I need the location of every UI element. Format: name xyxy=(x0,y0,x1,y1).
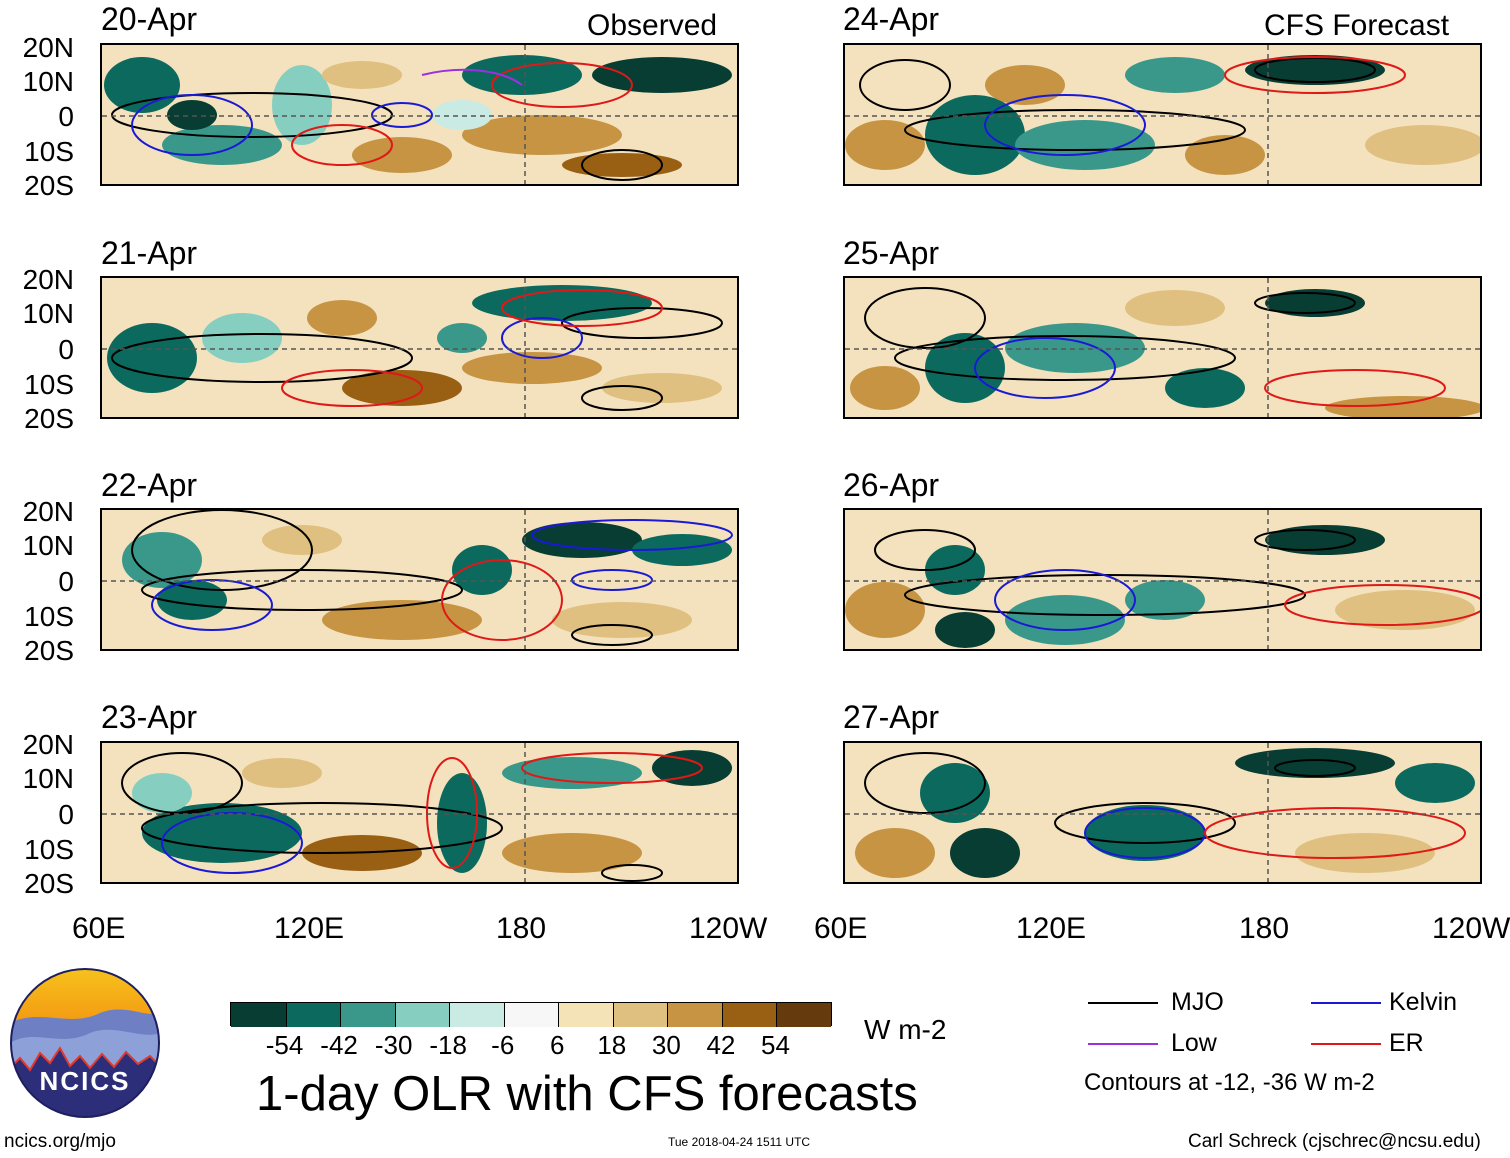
legend-contour-note: Contours at -12, -36 W m-2 xyxy=(1084,1069,1375,1096)
ncics-logo: NCICS xyxy=(10,968,160,1118)
colorbar-segment xyxy=(503,1003,559,1027)
colorbar-tick-label: -6 xyxy=(491,1030,515,1060)
colorbar-segment xyxy=(449,1003,504,1027)
lon-label-120w: 120W xyxy=(689,912,768,945)
colorbar-segment xyxy=(558,1003,613,1027)
colorbar-tick-label: 54 xyxy=(760,1030,790,1060)
map-panel-observed-2 xyxy=(100,276,739,419)
colorbar-tick-label: 30 xyxy=(651,1030,681,1060)
forecast-title: CFS Forecast xyxy=(1264,9,1450,42)
colorbar-tick-label: -18 xyxy=(429,1030,467,1060)
colorbar-segment xyxy=(340,1003,395,1027)
lat-label: 10S xyxy=(24,601,74,632)
panel-date-observed-1: 20-Apr xyxy=(101,1,198,37)
colorbar-tick-label: 6 xyxy=(550,1030,565,1060)
footer-url[interactable]: ncics.org/mjo xyxy=(4,1131,116,1152)
colorbar-segment xyxy=(667,1003,722,1027)
observed-title: Observed xyxy=(587,9,718,42)
lat-label: 20S xyxy=(24,635,74,666)
main-title: 1-day OLR with CFS forecasts xyxy=(256,1067,918,1121)
lat-label: 0 xyxy=(58,566,74,597)
ncics-logo-text: NCICS xyxy=(39,1066,131,1096)
lat-label: 10N xyxy=(22,298,74,329)
map-panel-observed-1 xyxy=(100,43,739,186)
lon-label-120e: 120E xyxy=(274,912,345,945)
panel-date-forecast-4: 27-Apr xyxy=(843,699,940,735)
colorbar-labels: -54 -42 -30 -18 -6 6 18 30 42 54 xyxy=(230,1032,832,1062)
colorbar-segment xyxy=(231,1003,286,1027)
lat-label: 20N xyxy=(22,32,74,63)
map-panel-observed-4 xyxy=(100,741,739,884)
panel-date-forecast-1: 24-Apr xyxy=(843,1,940,37)
lat-label: 20N xyxy=(22,729,74,760)
panel-date-forecast-2: 25-Apr xyxy=(843,235,940,271)
map-panel-forecast-3 xyxy=(843,508,1482,651)
colorbar-units: W m-2 xyxy=(864,1014,947,1045)
colorbar-tick-label: -54 xyxy=(265,1030,304,1060)
lat-label: 0 xyxy=(58,101,74,132)
lat-label: 10S xyxy=(24,369,74,400)
colorbar-segment xyxy=(612,1003,668,1027)
colorbar-segment xyxy=(776,1003,831,1027)
lon-label-120e: 120E xyxy=(1016,912,1087,945)
legend-mjo-line xyxy=(1088,1002,1158,1004)
lat-label: 10S xyxy=(24,834,74,865)
lat-label: 20S xyxy=(24,170,74,201)
legend-low-label: Low xyxy=(1171,1029,1217,1057)
lon-label-60e: 60E xyxy=(72,912,126,945)
colorbar xyxy=(230,1002,832,1027)
colorbar-segment xyxy=(721,1003,777,1027)
panel-date-observed-4: 23-Apr xyxy=(101,699,198,735)
footer-credit: Carl Schreck (cjschrec@ncsu.edu) xyxy=(1188,1131,1481,1152)
map-panel-forecast-2 xyxy=(843,276,1482,419)
legend-low-line xyxy=(1088,1043,1158,1045)
footer-timestamp: Tue 2018-04-24 1511 UTC xyxy=(668,1135,811,1149)
panel-date-observed-2: 21-Apr xyxy=(101,235,198,271)
panel-date-observed-3: 22-Apr xyxy=(101,467,198,503)
lon-label-180: 180 xyxy=(1239,912,1290,945)
lat-label: 20S xyxy=(24,868,74,899)
colorbar-tick-label: 18 xyxy=(597,1030,627,1060)
colorbar-tick-label: 42 xyxy=(706,1030,736,1060)
lon-label-60e: 60E xyxy=(814,912,868,945)
lat-label: 0 xyxy=(58,799,74,830)
lon-label-180: 180 xyxy=(496,912,547,945)
map-panel-observed-3 xyxy=(100,508,739,651)
legend-er-label: ER xyxy=(1389,1029,1424,1057)
map-panel-forecast-1 xyxy=(843,43,1482,186)
colorbar-tick-label: -30 xyxy=(374,1030,413,1060)
legend-er-line xyxy=(1311,1043,1381,1045)
legend-kelvin-label: Kelvin xyxy=(1389,988,1458,1016)
panel-date-forecast-3: 26-Apr xyxy=(843,467,940,503)
colorbar-tick-label: -42 xyxy=(320,1030,358,1060)
colorbar-segment xyxy=(394,1003,450,1027)
lat-label: 10S xyxy=(24,136,74,167)
lat-label: 10N xyxy=(22,530,74,561)
lat-label: 20S xyxy=(24,403,74,434)
lat-label: 10N xyxy=(22,763,74,794)
lat-label: 20N xyxy=(22,496,74,527)
map-panel-forecast-4 xyxy=(843,741,1482,884)
legend-kelvin-line xyxy=(1311,1002,1381,1004)
lat-label: 10N xyxy=(22,66,74,97)
lon-label-120w: 120W xyxy=(1432,912,1510,945)
colorbar-segment xyxy=(285,1003,341,1027)
lat-label: 0 xyxy=(58,334,74,365)
legend-mjo-label: MJO xyxy=(1171,988,1224,1016)
lat-label: 20N xyxy=(22,264,74,295)
